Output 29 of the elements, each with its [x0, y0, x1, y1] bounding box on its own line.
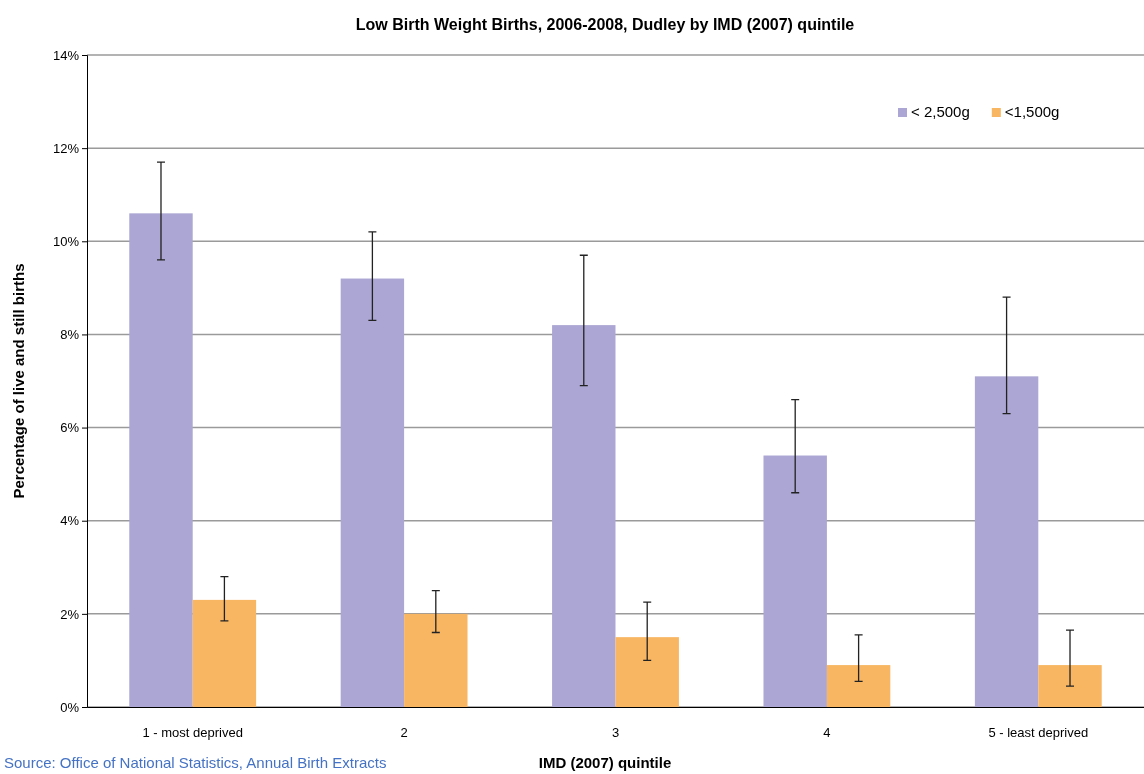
x-tick-label: 5 - least deprived: [988, 725, 1089, 740]
y-axis-title: Percentage of live and still births: [10, 263, 27, 499]
bar: [340, 278, 405, 707]
y-tick-label: 0%: [60, 699, 80, 715]
y-tick-label: 12%: [52, 140, 80, 156]
y-tick-label: 8%: [60, 327, 80, 343]
y-tick-label: 6%: [60, 420, 80, 436]
bar: [404, 613, 468, 707]
bar: [763, 455, 827, 707]
bar: [129, 213, 193, 707]
y-tick-label: 4%: [60, 513, 80, 529]
x-axis-title: IMD (2007) quintile: [538, 754, 672, 771]
x-tick-label: 3: [611, 725, 620, 740]
y-tick-label: 10%: [52, 233, 80, 249]
bar: [192, 599, 257, 707]
bar: [1038, 665, 1102, 707]
legend-label: <1,500g: [1004, 103, 1060, 120]
bar: [615, 637, 679, 707]
y-tick-label: 14%: [52, 47, 80, 63]
x-tick-label: 4: [823, 725, 831, 740]
chart-title: Low Birth Weight Births, 2006-2008, Dudley by IMD (2007) quintile: [355, 16, 855, 33]
x-tick-label: 2: [400, 725, 408, 740]
bar: [826, 665, 891, 707]
x-tick-label: 1 - most deprived: [142, 725, 243, 740]
legend-label: < 2,500g: [911, 103, 970, 120]
bar: [974, 376, 1039, 707]
bar: [552, 325, 616, 707]
source-note: Source: Office of National Statistics, Annual Birth Extracts: [4, 754, 387, 771]
y-tick-label: 2%: [60, 606, 80, 622]
